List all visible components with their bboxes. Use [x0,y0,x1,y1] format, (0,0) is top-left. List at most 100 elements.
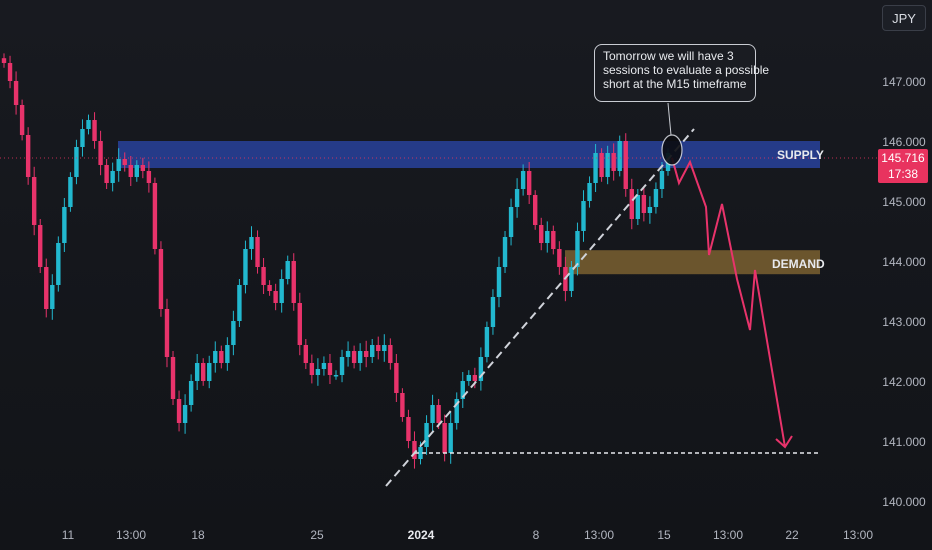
candle-body [641,195,647,213]
time-tick-label: 2024 [407,528,435,542]
time-tick-label: 11 [61,528,75,542]
candle-body [611,153,616,171]
candle-body [472,375,478,381]
candle-body [315,369,321,375]
candle-body [164,309,170,357]
candle-body [98,141,103,165]
annotation-pointer [667,102,672,136]
candle-body [623,141,628,189]
currency-button[interactable]: JPY [882,5,926,31]
price-tick-label: 145.000 [882,195,926,209]
countdown-value: 17:38 [887,167,919,181]
candle-body [116,159,121,171]
candle-body [31,177,37,225]
candle-body [520,171,526,189]
candle-body [249,237,254,249]
candle-body [647,207,653,213]
price-tick-label: 144.000 [882,255,926,269]
candle-body [333,375,339,377]
candle-body [587,183,592,201]
candle-body [243,249,248,285]
candle-body [593,153,598,183]
candle-body [514,189,520,207]
candle-body [297,303,302,345]
candle-body [74,147,79,177]
candle-body [490,297,496,327]
time-tick-label: 15 [657,528,671,542]
candle-body [194,363,200,381]
price-tick-label: 147.000 [882,75,926,89]
price-tick-label: 140.000 [882,495,926,509]
demand-zone-label: DEMAND [772,257,825,271]
candle-body [201,363,206,381]
candle-body [430,405,435,423]
candle-body [231,321,236,345]
candle-body [581,201,586,231]
candle-body [484,327,490,357]
candle-body [273,291,278,303]
candle-body [502,237,508,267]
candle-body [635,195,641,219]
candle-body [213,351,218,363]
candle-body [321,363,327,369]
candle-body [406,417,411,441]
candle-body [56,243,61,285]
candle-body [382,345,387,351]
candle-body [466,375,471,381]
candle-body [158,249,164,309]
candle-body [62,207,67,243]
supply-zone-label: SUPPLY [777,148,824,162]
candle-body [370,345,375,357]
candle-body [339,357,345,375]
candle-body [599,153,604,177]
candle-body [605,153,610,177]
candle-body [351,351,357,363]
candle-body [267,285,272,291]
candle-body [303,345,309,363]
candle-body [291,261,296,303]
candle-body [188,381,194,405]
candle-body [448,423,453,453]
projection-arrow-head [775,435,793,449]
time-tick-label: 13:00 [583,528,615,542]
candle-body [279,279,284,303]
candle-body [327,363,333,375]
time-tick-label: 18 [191,528,205,542]
candle-body [388,345,393,363]
candle-body [219,351,224,363]
candle-body [394,363,399,393]
candle-body [255,237,260,267]
candle-body [363,351,369,357]
candle-body [526,171,532,195]
time-tick-label: 22 [785,528,799,542]
candle-body [357,351,363,363]
candle-body [442,423,447,453]
candle-body [261,267,266,285]
candle-body [80,129,85,147]
candle-body [110,171,115,183]
price-tick-label: 142.000 [882,375,926,389]
candle-body [653,189,659,207]
candle-body [225,345,230,363]
annotation-line: Tomorrow we will have 3 [603,49,734,63]
annotation-line: sessions to evaluate a possible [603,63,770,77]
candle-body [508,207,514,237]
candle-body [237,285,242,321]
time-tick-label: 13:00 [115,528,147,542]
candle-body [25,135,31,177]
candle-body [68,177,73,207]
annotation-note: Tomorrow we will have 3 sessions to eval… [594,44,770,102]
time-tick-label: 13:00 [842,528,874,542]
time-tick-label: 8 [532,528,540,542]
candle-body [496,267,502,297]
candle-body [617,141,622,171]
candle-body [122,159,127,165]
price-tick-label: 146.000 [882,135,926,149]
candle-body [454,399,459,423]
highlight-circle [661,134,683,166]
candle-body [50,285,55,309]
candle-body [152,183,158,249]
candle-body [424,423,429,447]
